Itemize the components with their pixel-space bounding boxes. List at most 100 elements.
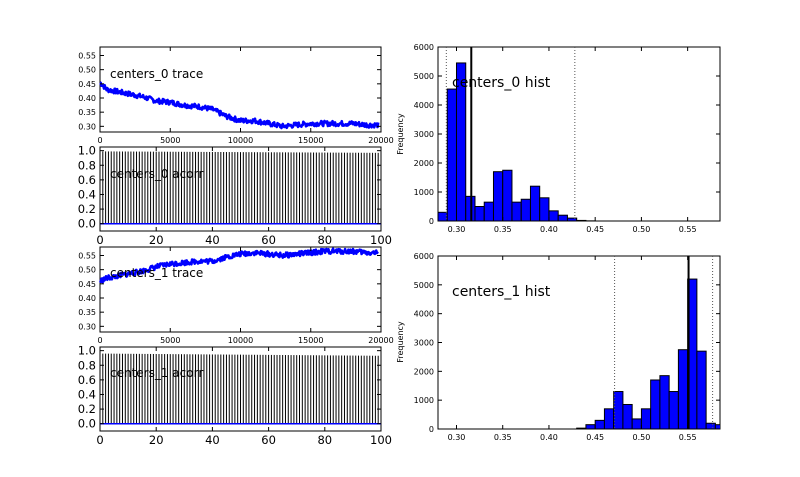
x-tick-label: 10000 bbox=[228, 136, 253, 145]
panel-title: centers_1 hist bbox=[452, 284, 551, 300]
x-tick-label: 0 bbox=[96, 233, 103, 247]
x-tick-label: 60 bbox=[261, 433, 276, 447]
x-tick-label: 100 bbox=[370, 433, 392, 447]
hist-bar bbox=[668, 391, 679, 429]
centers0-trace-panel: 0.30 0.35 0.40 0.45 0.50 0.55 0 5000 10000 15000… bbox=[78, 46, 394, 145]
trace-series-line bbox=[98, 247, 379, 284]
y-tick-label: 0.30 bbox=[78, 122, 96, 131]
y-tick-label: 1.0 bbox=[78, 144, 96, 158]
y-tick-label: 0.30 bbox=[78, 322, 96, 331]
hist-bar bbox=[696, 350, 707, 429]
panel-title: centers_1 trace bbox=[110, 266, 203, 280]
x-tick-label: 0.45 bbox=[586, 225, 604, 234]
x-tick-label: 0 bbox=[96, 433, 103, 447]
x-tick-label: 0.50 bbox=[633, 433, 651, 442]
hist-bar bbox=[677, 349, 689, 429]
x-tick-label: 20 bbox=[149, 233, 164, 247]
y-tick-label: 5000 bbox=[414, 281, 434, 290]
y-tick-label: 2000 bbox=[414, 159, 434, 168]
x-tick-label: 5000 bbox=[160, 336, 180, 345]
x-tick-label: 0.35 bbox=[494, 225, 512, 234]
hist-bar bbox=[566, 217, 578, 221]
trace-line bbox=[99, 81, 380, 130]
hist-bar bbox=[502, 169, 513, 221]
hist-bar bbox=[511, 201, 522, 221]
hist-bar bbox=[539, 197, 550, 221]
hist-bar bbox=[548, 210, 559, 221]
x-tick-label: 0.30 bbox=[448, 225, 466, 234]
x-tick-label: 0.45 bbox=[586, 433, 604, 442]
y-tick-label: 1000 bbox=[414, 188, 434, 197]
hist-bar bbox=[659, 375, 670, 429]
x-tick-label: 5000 bbox=[160, 136, 180, 145]
hist-bar bbox=[557, 214, 568, 221]
y-tick-label: 0.50 bbox=[78, 66, 96, 75]
x-tick-label: 0.35 bbox=[494, 433, 512, 442]
hist-bar bbox=[631, 418, 642, 429]
x-tick-label: 20000 bbox=[368, 336, 393, 345]
y-tick-label: 0.6 bbox=[78, 173, 96, 187]
y-tick-label: 5000 bbox=[414, 72, 434, 81]
y-tick-label: 6000 bbox=[414, 252, 434, 261]
y-tick-label: 6000 bbox=[414, 43, 434, 52]
y-tick-label: 0.4 bbox=[78, 387, 96, 401]
y-tick-label: 0 bbox=[429, 217, 434, 226]
x-tick-labels: 0.30 0.35 0.40 0.45 0.50 0.55 bbox=[448, 433, 697, 442]
y-tick-label: 0.0 bbox=[78, 217, 96, 231]
y-tick-label: 2000 bbox=[414, 367, 434, 376]
panel-title: centers_0 hist bbox=[452, 75, 551, 91]
y-tick-labels: 0.30 0.35 0.40 0.45 0.50 0.55 bbox=[78, 52, 96, 132]
hist-bar bbox=[576, 219, 587, 221]
hist-bar bbox=[594, 419, 605, 429]
y-tick-label: 0.2 bbox=[78, 202, 96, 216]
hist-bar bbox=[585, 424, 596, 429]
x-tick-labels: 0 5000 10000 15000 20000 bbox=[97, 336, 393, 345]
x-tick-label: 0.50 bbox=[633, 225, 651, 234]
centers1-trace-panel: 0.30 0.35 0.40 0.45 0.50 0.55 0 5000 10000 15000… bbox=[78, 246, 394, 345]
histogram-bars bbox=[438, 47, 596, 221]
y-tick-label: 3000 bbox=[414, 130, 434, 139]
x-tick-label: 0.55 bbox=[679, 225, 697, 234]
trace-series-line bbox=[99, 81, 380, 130]
x-tick-label: 40 bbox=[205, 433, 220, 447]
x-tick-label: 15000 bbox=[298, 336, 323, 345]
x-tick-label: 10000 bbox=[228, 336, 253, 345]
y-tick-label: 0.45 bbox=[78, 80, 96, 89]
x-tick-label: 0.30 bbox=[448, 433, 466, 442]
y-tick-label: 0.8 bbox=[78, 358, 96, 372]
hist-bar bbox=[520, 198, 531, 221]
y-tick-label: 0.50 bbox=[78, 266, 96, 275]
x-tick-label: 60 bbox=[261, 233, 276, 247]
y-tick-label: 0.40 bbox=[78, 94, 96, 103]
y-tick-labels: 0 1000 2000 3000 4000 5000 6000 bbox=[414, 252, 434, 434]
y-tick-label: 0.2 bbox=[78, 402, 96, 416]
panel-title: centers_1 acorr bbox=[110, 366, 203, 380]
y-tick-label: 0 bbox=[429, 425, 434, 434]
y-tick-label: 4000 bbox=[414, 101, 434, 110]
x-tick-label: 80 bbox=[317, 433, 332, 447]
y-tick-label: 1.0 bbox=[78, 344, 96, 358]
y-tick-label: 0.6 bbox=[78, 373, 96, 387]
centers0-acorr-panel: 0.00.20.40.60.81.0 0 20 40 60 80 100 centers_… bbox=[78, 144, 392, 247]
y-tick-label: 0.45 bbox=[78, 280, 96, 289]
x-tick-label: 15000 bbox=[298, 136, 323, 145]
x-tick-label: 20 bbox=[149, 433, 164, 447]
hist-bar bbox=[474, 206, 485, 221]
x-tick-label: 80 bbox=[317, 233, 332, 247]
acorr-lines bbox=[100, 353, 381, 425]
panel-title: centers_0 acorr bbox=[110, 167, 203, 181]
y-tick-labels: 0 1000 2000 3000 4000 5000 6000 bbox=[414, 43, 434, 226]
y-axis-label: Frequency bbox=[396, 113, 405, 155]
hist-bar bbox=[492, 171, 504, 221]
hist-bar bbox=[622, 403, 633, 429]
y-tick-label: 0.55 bbox=[78, 252, 96, 261]
x-tick-labels: 0 20 40 60 80 100 bbox=[96, 233, 392, 247]
y-tick-label: 0.4 bbox=[78, 187, 96, 201]
hist-bar bbox=[650, 379, 661, 429]
hist-bar bbox=[483, 201, 494, 221]
x-tick-labels: 0 20 40 60 80 100 bbox=[96, 433, 392, 447]
hist-bar bbox=[455, 62, 467, 221]
x-tick-label: 40 bbox=[205, 233, 220, 247]
